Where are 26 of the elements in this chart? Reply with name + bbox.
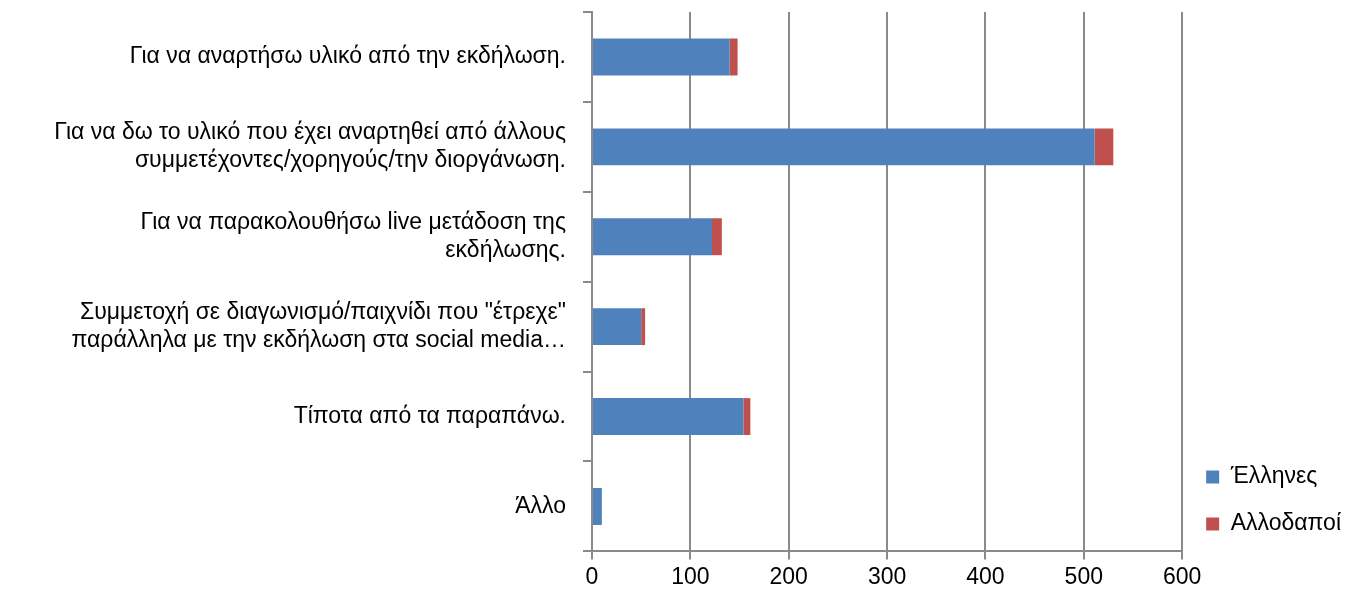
bar bbox=[593, 308, 642, 346]
bar bbox=[593, 128, 1095, 166]
x-tick-label: 300 bbox=[867, 562, 907, 589]
y-tick-label: Τίποτα από τα παραπάνω. bbox=[293, 401, 566, 428]
bar bbox=[729, 38, 738, 76]
x-tick-label: 0 bbox=[585, 562, 599, 589]
y-tick-label: Για να αναρτήσω υλικό από την εκδήλωση. bbox=[129, 42, 566, 69]
y-tick-label: Για να δω το υλικό που έχει αναρτηθεί από άλλους συμμετέχοντες/χορηγούς/την διοργάνωση. bbox=[54, 118, 566, 172]
x-tick-label: 500 bbox=[1064, 562, 1103, 589]
legend-label: Αλλοδαποί bbox=[1230, 509, 1341, 536]
legend-label: Έλληνες bbox=[1229, 462, 1318, 489]
bar bbox=[641, 308, 646, 346]
bar bbox=[1094, 128, 1114, 166]
y-tick-label: Άλλο bbox=[515, 491, 566, 518]
bar bbox=[593, 38, 730, 76]
bar bbox=[712, 218, 722, 256]
bar bbox=[743, 398, 751, 435]
bar bbox=[593, 218, 712, 256]
bar bbox=[593, 398, 744, 435]
y-tick-label: Για να παρακολουθήσω live μετάδοση της εκδήλωσης. bbox=[140, 208, 566, 262]
x-tick-label: 200 bbox=[769, 562, 808, 589]
y-tick-label: Συμμετοχή σε διαγωνισμό/παιχνίδι που "έτρεχε" παράλληλα με την εκδήλωση στα social media… bbox=[71, 298, 566, 352]
x-tick-label: 100 bbox=[671, 562, 710, 589]
x-tick-label: 400 bbox=[966, 562, 1005, 589]
x-tick-label: 600 bbox=[1162, 562, 1202, 589]
bar bbox=[593, 488, 602, 525]
